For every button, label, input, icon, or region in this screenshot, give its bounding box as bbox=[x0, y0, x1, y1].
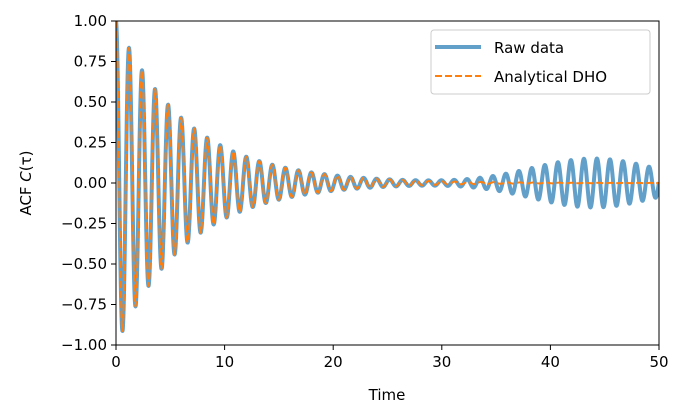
y-tick-label: −0.75 bbox=[61, 296, 107, 314]
x-axis-label: Time bbox=[368, 386, 406, 404]
legend: Raw data Analytical DHO bbox=[430, 29, 651, 95]
y-tick-label: 1.00 bbox=[74, 12, 107, 30]
legend-box bbox=[430, 29, 651, 95]
x-tick-label: 40 bbox=[541, 353, 560, 371]
x-tick-label: 20 bbox=[324, 353, 343, 371]
legend-label-raw-data: Raw data bbox=[494, 39, 564, 57]
series-line-raw-data bbox=[116, 21, 659, 333]
y-tick-label: −0.25 bbox=[61, 215, 107, 233]
y-axis-label-symbol: C bbox=[17, 171, 35, 182]
y-tick-label: −1.00 bbox=[61, 336, 107, 354]
y-axis-label-prefix: ACF bbox=[17, 182, 35, 216]
y-tick-label: 0.25 bbox=[74, 134, 107, 152]
y-tick-label: 0.50 bbox=[74, 93, 107, 111]
y-axis-label-arg: (τ) bbox=[17, 150, 35, 171]
y-tick-label: 0.75 bbox=[74, 53, 107, 71]
y-axis-label: ACF C(τ) bbox=[17, 150, 35, 215]
y-tick-label: 0.00 bbox=[74, 174, 107, 192]
x-tick-label: 50 bbox=[649, 353, 668, 371]
y-tick-label: −0.50 bbox=[61, 255, 107, 273]
legend-label-analytical-dho: Analytical DHO bbox=[494, 68, 607, 86]
x-tick-label: 30 bbox=[432, 353, 451, 371]
x-tick-label: 0 bbox=[111, 353, 121, 371]
x-tick-label: 10 bbox=[215, 353, 234, 371]
series-line-analytical-dho bbox=[116, 21, 659, 332]
